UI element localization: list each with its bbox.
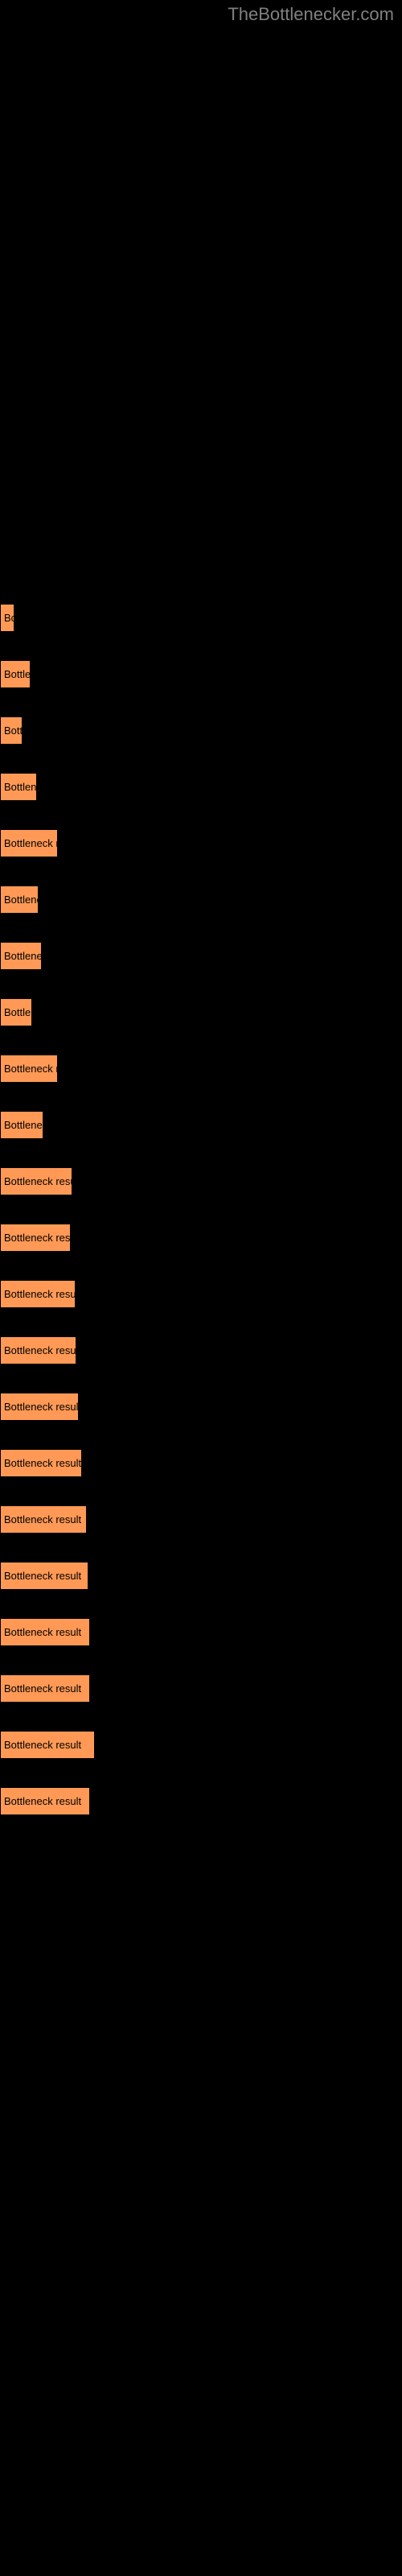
chart-bar: Bottleneck result (0, 1280, 76, 1308)
bar-row: Bottleneck res (0, 1055, 402, 1083)
chart-bar: Bottleneck res (0, 1055, 58, 1083)
bar-row: Bottleneck (0, 773, 402, 801)
chart-bar: Bottleneck result (0, 1336, 76, 1364)
bar-row: Bottleneck result (0, 1280, 402, 1308)
bar-row: Bottleneck re (0, 829, 402, 857)
bar-row: Bottleneck result (0, 1167, 402, 1195)
bar-row: Bo (0, 604, 402, 632)
chart-bar: Bottlene (0, 660, 31, 688)
chart-bar: Bottleneck re (0, 829, 58, 857)
bar-row: Bottleneck result (0, 1336, 402, 1364)
chart-bar: Bottleneck result (0, 1787, 90, 1815)
bar-chart: Bo Bottlene Bottl Bottleneck Bottleneck re Bo… (0, 0, 402, 1815)
bar-row: Bottl (0, 716, 402, 745)
bar-row: Bottleneck result (0, 1449, 402, 1477)
chart-bar: Bottlen (0, 998, 32, 1026)
chart-bar: Bottleneck result (0, 1167, 72, 1195)
chart-bar: Bottleneck result (0, 1224, 71, 1252)
bar-row: Bottleneck result (0, 1674, 402, 1703)
bar-row: Bottleneck (0, 886, 402, 914)
chart-bar: Bottleneck result (0, 1393, 79, 1421)
chart-bar: Bottleneck result (0, 1562, 88, 1590)
bar-row: Bottleneck (0, 942, 402, 970)
bar-row: Bottleneck (0, 1111, 402, 1139)
chart-bar: Bottleneck (0, 773, 37, 801)
bar-row: Bottlen (0, 998, 402, 1026)
bar-row: Bottleneck result (0, 1731, 402, 1759)
chart-bar: Bottleneck result (0, 1449, 82, 1477)
chart-bar: Bottleneck (0, 942, 42, 970)
bar-row: Bottleneck result (0, 1393, 402, 1421)
bar-row: Bottleneck result (0, 1618, 402, 1646)
bar-row: Bottlene (0, 660, 402, 688)
bar-row: Bottleneck result (0, 1562, 402, 1590)
chart-bar: Bottleneck result (0, 1505, 87, 1534)
chart-bar: Bo (0, 604, 14, 632)
chart-bar: Bottleneck result (0, 1618, 90, 1646)
chart-bar: Bottleneck (0, 886, 39, 914)
chart-bar: Bottleneck result (0, 1674, 90, 1703)
chart-bar: Bottl (0, 716, 23, 745)
watermark-text: TheBottlenecker.com (228, 4, 394, 25)
bar-row: Bottleneck result (0, 1224, 402, 1252)
chart-bar: Bottleneck result (0, 1731, 95, 1759)
bar-row: Bottleneck result (0, 1505, 402, 1534)
chart-bar: Bottleneck (0, 1111, 43, 1139)
bar-row: Bottleneck result (0, 1787, 402, 1815)
